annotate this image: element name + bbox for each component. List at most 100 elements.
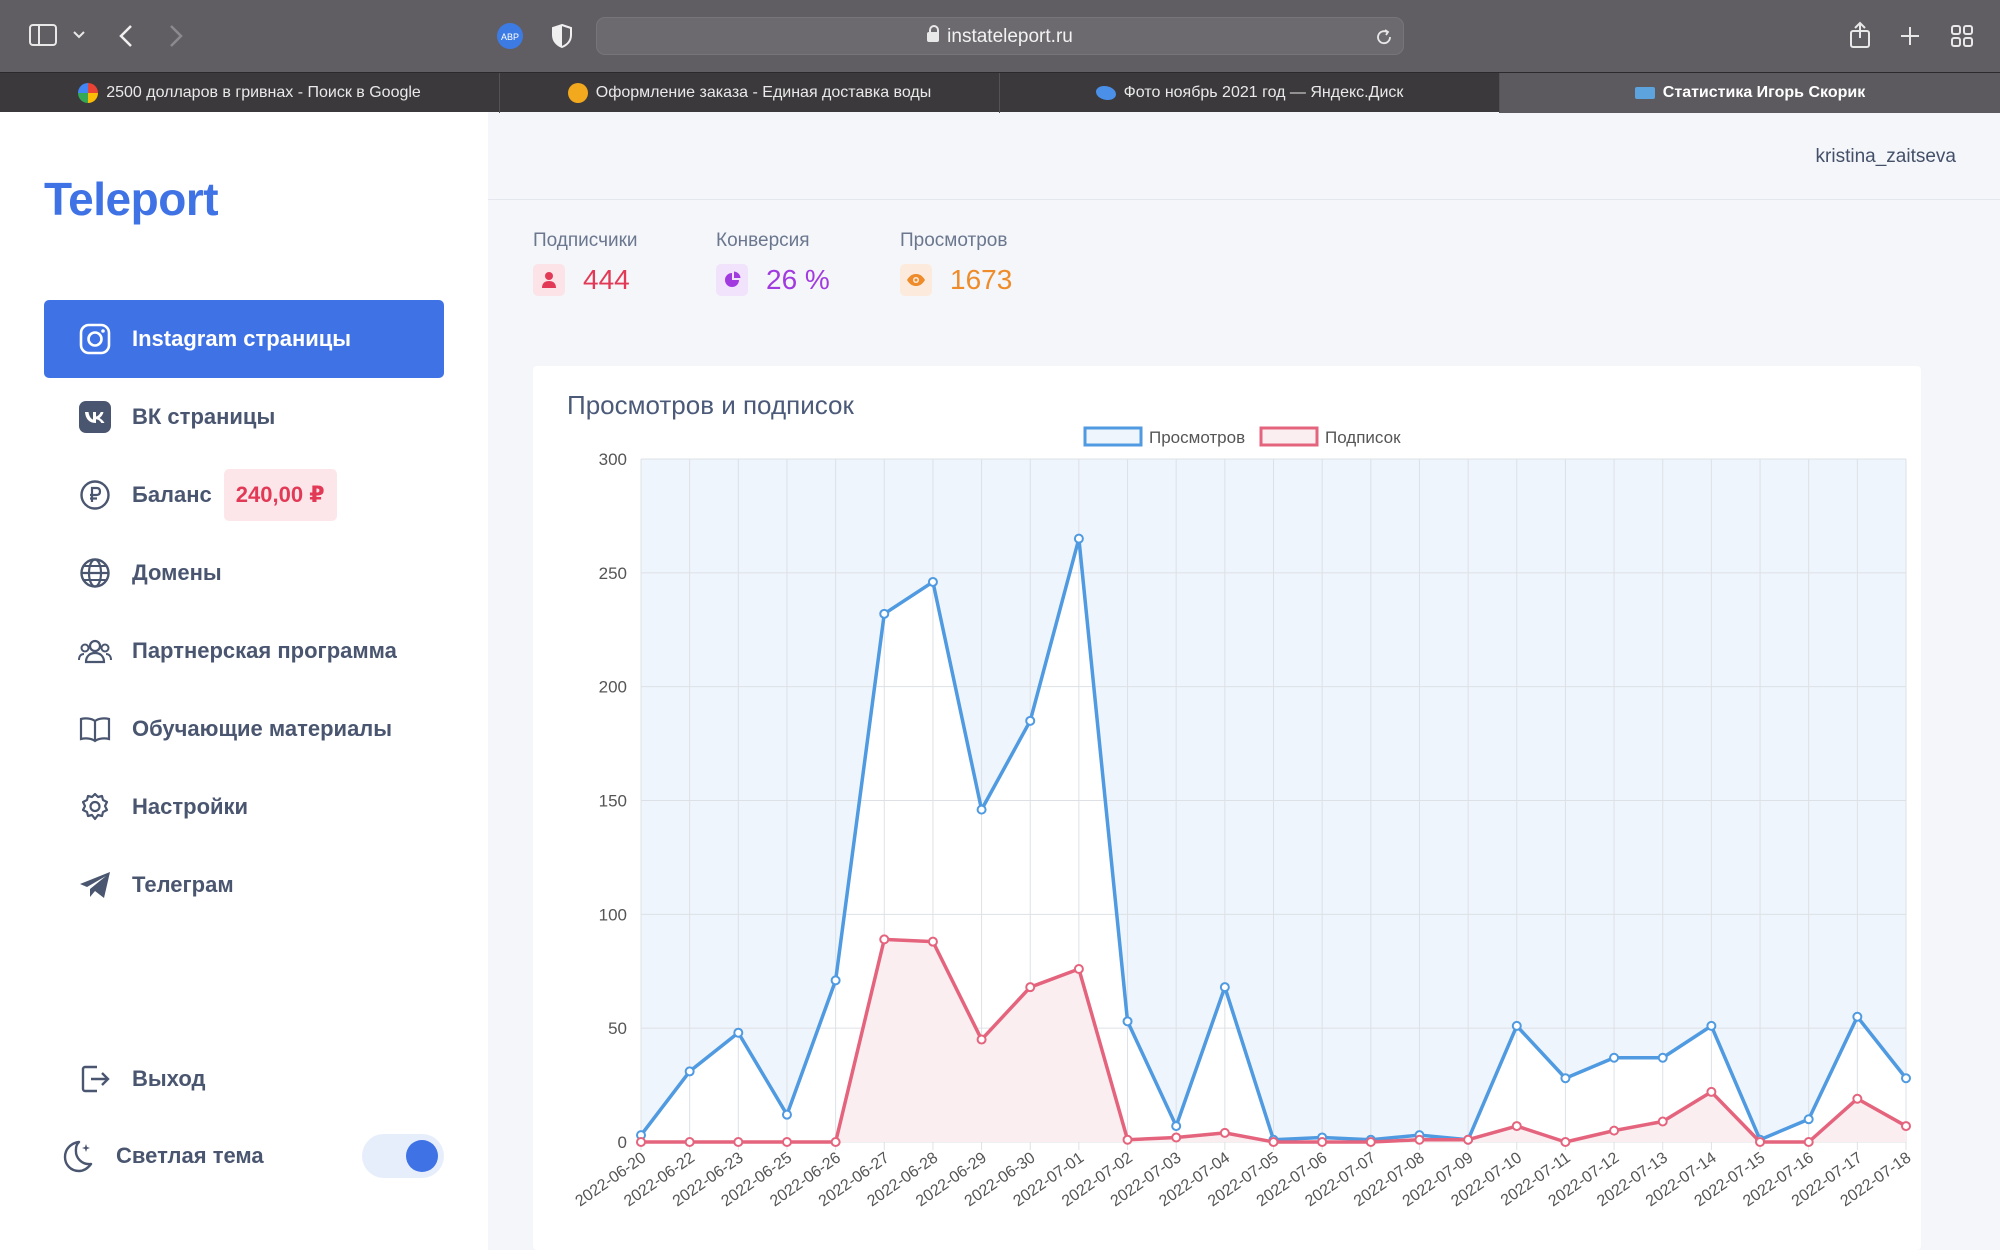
- views-point: [1025, 715, 1036, 726]
- views-point: [1073, 533, 1084, 544]
- url-text: instateleport.ru: [597, 18, 1403, 56]
- tab-title: 2500 долларов в гривнах - Поиск в Google: [106, 84, 421, 101]
- back-arrow-icon[interactable]: [116, 22, 136, 50]
- subscriptions-point: [1609, 1125, 1620, 1136]
- sidebar-item-label: Домены: [132, 560, 222, 585]
- sidebar-item-label: Instagram страницы: [132, 326, 352, 351]
- google-icon: [78, 83, 99, 103]
- share-icon[interactable]: [1848, 20, 1872, 50]
- views-point: [1803, 1114, 1814, 1125]
- subscriptions-point: [1852, 1093, 1863, 1104]
- y-tick-label: 150: [599, 792, 627, 811]
- username[interactable]: kristina_zaitseva: [1815, 146, 1956, 167]
- legend-swatch: [1259, 426, 1319, 447]
- subscriptions-point: [1657, 1116, 1668, 1127]
- logout-button[interactable]: Выход: [44, 1040, 444, 1118]
- new-tab-icon[interactable]: [1898, 24, 1922, 48]
- theme-toggle[interactable]: [362, 1134, 444, 1178]
- ruble-icon: [78, 478, 112, 512]
- address-bar[interactable]: instateleport.ru: [596, 17, 1404, 55]
- teleport-icon: [1634, 87, 1655, 99]
- subscriptions-point: [1073, 963, 1084, 974]
- instagram-icon: [78, 322, 112, 356]
- subscriptions-point: [1463, 1134, 1474, 1145]
- browser-tab-yandex-disk[interactable]: Фото ноябрь 2021 год — Яндекс.Диск: [1000, 73, 1500, 113]
- views-point: [976, 804, 987, 815]
- subscriptions-point: [1268, 1137, 1279, 1147]
- subscriptions-point: [1365, 1137, 1376, 1147]
- adblock-icon[interactable]: ABP: [496, 22, 524, 50]
- telegram-icon: [78, 868, 112, 902]
- subscriptions-point: [830, 1137, 841, 1147]
- shield-icon[interactable]: [550, 22, 574, 50]
- subscriptions-point: [1317, 1137, 1328, 1147]
- y-tick-label: 0: [618, 1133, 627, 1152]
- sidebar-item-balance[interactable]: Баланс 240,00 ₽: [44, 456, 444, 534]
- browser-tab-google[interactable]: 2500 долларов в гривнах - Поиск в Google: [0, 73, 500, 113]
- lock-icon: [927, 25, 940, 42]
- sidebar-item-label: Телеграм: [132, 872, 234, 897]
- book-icon: [78, 712, 112, 746]
- legend-swatch: [1083, 426, 1143, 447]
- sidebar-item-learning[interactable]: Обучающие материалы: [44, 690, 444, 768]
- views-point: [1122, 1016, 1133, 1027]
- logout-label: Выход: [132, 1066, 206, 1091]
- subscriptions-point: [927, 936, 938, 947]
- gear-icon: [78, 790, 112, 824]
- subscriptions-point: [1219, 1127, 1230, 1138]
- sidebar-item-partner[interactable]: Партнерская программа: [44, 612, 444, 690]
- views-point: [781, 1109, 792, 1120]
- legend-label: Подписок: [1325, 428, 1401, 447]
- subscriptions-point: [1901, 1121, 1911, 1132]
- views-point: [1609, 1052, 1620, 1063]
- users-icon: [78, 634, 112, 668]
- browser-tab-statistics[interactable]: Статистика Игорь Скорик: [1500, 73, 2000, 113]
- chevron-down-icon[interactable]: [70, 26, 88, 44]
- y-tick-label: 200: [599, 678, 627, 697]
- y-tick-label: 100: [599, 905, 627, 924]
- water-delivery-icon: [567, 83, 588, 103]
- subscriptions-point: [879, 934, 890, 945]
- subscriptions-point: [636, 1137, 646, 1147]
- views-point: [830, 975, 841, 986]
- subscriptions-point: [976, 1034, 987, 1045]
- stat-views: Просмотров 1673: [900, 230, 1012, 296]
- subscriptions-point: [1560, 1137, 1571, 1147]
- tab-overview-icon[interactable]: [1950, 24, 1974, 48]
- legend-label: Просмотров: [1149, 428, 1245, 447]
- browser-tab-bar: 2500 долларов в гривнах - Поиск в Google…: [0, 72, 2000, 113]
- stat-label: Подписчики: [533, 230, 638, 251]
- pie-chart-icon: [716, 264, 748, 296]
- stat-label: Просмотров: [900, 230, 1008, 251]
- sidebar-item-label: Партнерская программа: [132, 638, 397, 663]
- subscriptions-point: [1755, 1137, 1766, 1147]
- views-point: [1706, 1020, 1717, 1031]
- views-point: [733, 1027, 744, 1038]
- subscriptions-point: [733, 1137, 744, 1147]
- sidebar-toggle-icon[interactable]: [28, 22, 58, 48]
- browser-tab-water[interactable]: Оформление заказа - Единая доставка воды: [500, 73, 1000, 113]
- logo[interactable]: Teleport: [44, 173, 219, 225]
- sidebar-item-vk[interactable]: ВК страницы: [44, 378, 444, 456]
- sidebar-item-telegram[interactable]: Телеграм: [44, 846, 444, 924]
- subscriptions-point: [1171, 1132, 1182, 1143]
- views-point: [927, 576, 938, 587]
- sidebar-item-label: ВК страницы: [132, 404, 276, 429]
- stat-value: 26 %: [766, 264, 830, 295]
- yandex-disk-icon: [1095, 86, 1116, 100]
- chart-card: Просмотров и подписок 0 50 100 150 200 250 300…: [533, 366, 1921, 1250]
- chart-title: Просмотров и подписок: [567, 390, 854, 420]
- main-header: kristina_zaitseva: [488, 112, 2000, 200]
- stat-value: 1673: [950, 264, 1013, 295]
- url-value: instateleport.ru: [947, 26, 1073, 47]
- sidebar-item-label: Баланс: [132, 482, 212, 507]
- views-point: [1901, 1073, 1911, 1084]
- forward-arrow-icon[interactable]: [166, 22, 186, 50]
- views-point: [1657, 1052, 1668, 1063]
- subscriptions-point: [1803, 1137, 1814, 1147]
- views-point: [1219, 982, 1230, 993]
- sidebar-item-domains[interactable]: Домены: [44, 534, 444, 612]
- sidebar-item-instagram[interactable]: Instagram страницы: [44, 300, 444, 378]
- reload-icon[interactable]: [1375, 28, 1393, 46]
- sidebar-item-settings[interactable]: Настройки: [44, 768, 444, 846]
